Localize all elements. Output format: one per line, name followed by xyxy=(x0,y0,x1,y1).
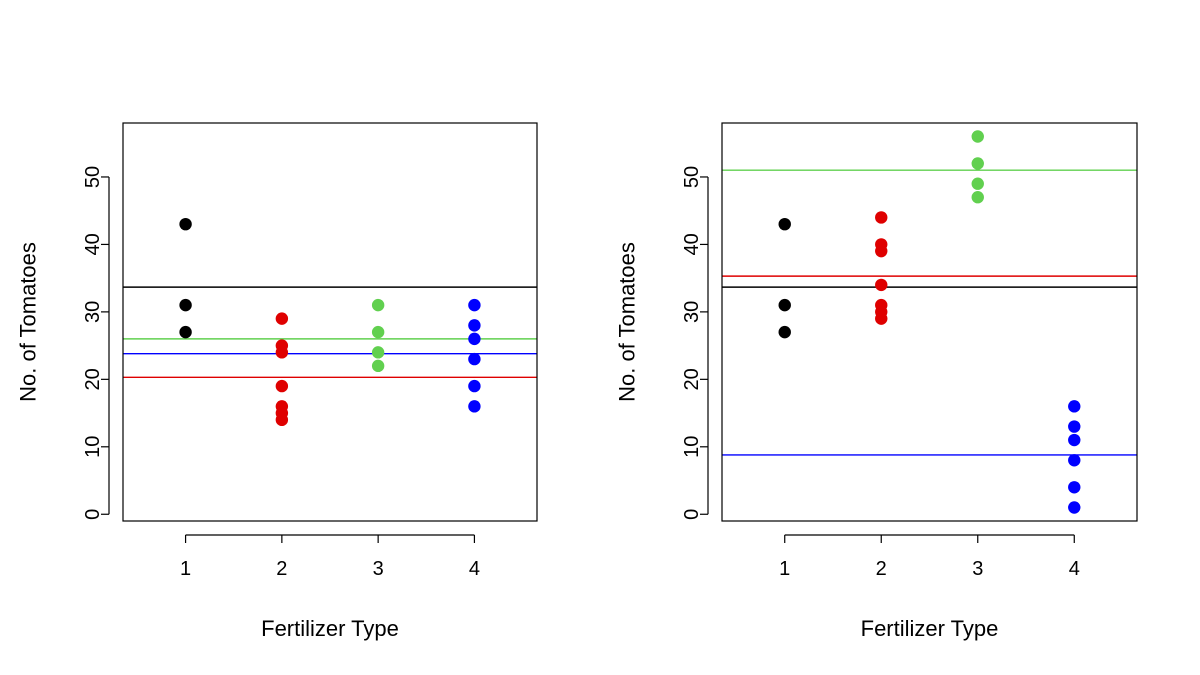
point-type-4 xyxy=(1068,400,1081,413)
point-type-3 xyxy=(371,325,385,339)
point-type-3 xyxy=(971,130,984,143)
y-tick-label: 30 xyxy=(681,301,703,323)
point-type-3 xyxy=(371,298,385,312)
x-tick-label: 3 xyxy=(373,558,384,580)
point-type-1 xyxy=(179,298,192,312)
y-axis-title: No. of Tomatoes xyxy=(16,242,41,402)
y-tick-label: 40 xyxy=(82,233,104,255)
point-type-2 xyxy=(275,413,289,427)
x-tick-label: 4 xyxy=(1069,558,1080,580)
y-tick-label: 50 xyxy=(82,166,104,188)
y-tick-label: 0 xyxy=(82,509,104,520)
point-type-4 xyxy=(468,352,481,366)
y-tick-label: 10 xyxy=(681,436,703,458)
point-type-2 xyxy=(275,379,289,393)
point-type-2 xyxy=(875,278,888,292)
y-tick-label: 40 xyxy=(681,233,703,255)
y-tick-label: 30 xyxy=(82,301,104,323)
x-tick-label: 1 xyxy=(180,558,191,580)
x-tick-label: 4 xyxy=(469,558,480,580)
point-type-1 xyxy=(778,298,791,312)
point-type-4 xyxy=(1068,454,1081,467)
plot-frame xyxy=(122,122,538,522)
point-type-4 xyxy=(468,379,481,393)
point-type-3 xyxy=(371,359,385,373)
x-tick-label: 2 xyxy=(276,558,287,580)
point-type-4 xyxy=(468,332,481,346)
plot-frame xyxy=(721,122,1138,522)
point-type-2 xyxy=(875,312,888,325)
point-type-4 xyxy=(468,400,481,413)
point-type-2 xyxy=(275,346,289,359)
point-type-4 xyxy=(468,298,481,312)
point-type-1 xyxy=(778,325,791,339)
point-type-2 xyxy=(875,244,888,258)
point-type-1 xyxy=(179,325,192,339)
x-axis-title: Fertilizer Type xyxy=(861,616,999,641)
point-type-3 xyxy=(971,157,984,170)
y-axis-title: No. of Tomatoes xyxy=(615,242,640,402)
x-axis-title: Fertilizer Type xyxy=(261,616,399,641)
point-type-1 xyxy=(778,217,791,231)
point-type-2 xyxy=(875,211,888,224)
point-type-4 xyxy=(1068,501,1081,514)
point-type-4 xyxy=(1068,481,1081,494)
point-type-3 xyxy=(971,177,984,190)
y-tick-label: 50 xyxy=(681,166,703,188)
point-type-3 xyxy=(971,191,984,204)
point-type-4 xyxy=(1068,420,1081,433)
point-type-3 xyxy=(371,346,385,359)
x-tick-label: 3 xyxy=(972,558,983,580)
x-tick-label: 2 xyxy=(876,558,887,580)
point-type-2 xyxy=(275,312,289,325)
y-tick-label: 10 xyxy=(82,436,104,458)
point-type-4 xyxy=(1068,433,1081,447)
y-tick-label: 0 xyxy=(681,509,703,520)
y-tick-label: 20 xyxy=(681,368,703,390)
y-tick-label: 20 xyxy=(82,368,104,390)
point-type-1 xyxy=(179,217,192,231)
x-tick-label: 1 xyxy=(779,558,790,580)
point-type-4 xyxy=(468,319,481,332)
